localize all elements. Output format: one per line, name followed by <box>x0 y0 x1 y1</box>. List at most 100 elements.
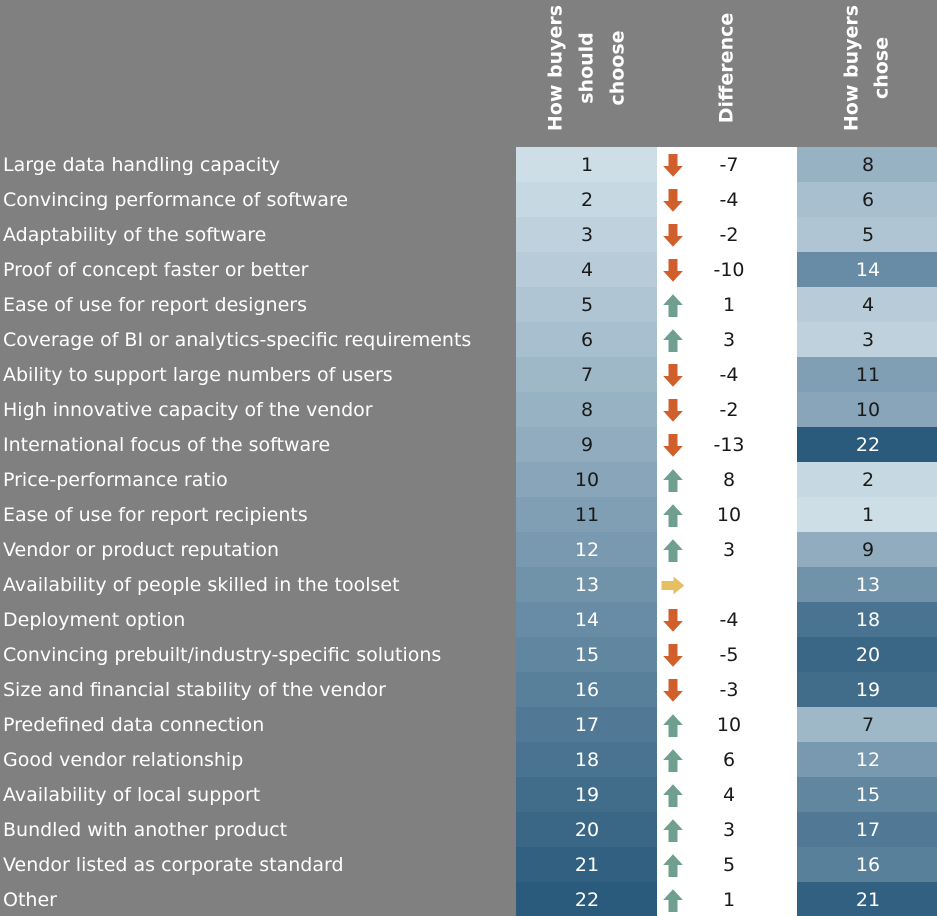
column-header: How buyers <box>841 5 863 131</box>
rank-value: 19 <box>856 679 880 701</box>
difference-value: 5 <box>723 854 735 876</box>
row-label: Price-performance ratio <box>3 469 228 491</box>
column-header: choose <box>607 30 629 105</box>
rank-value: 11 <box>856 364 880 386</box>
rank-cell <box>516 427 657 462</box>
difference-arrow <box>660 292 686 318</box>
row-label: Predefined data connection <box>3 714 264 736</box>
row-label: Vendor listed as corporate standard <box>3 854 344 876</box>
rank-value: 1 <box>581 154 593 176</box>
row-label: Bundled with another product <box>3 819 287 841</box>
row-label: Other <box>3 889 57 911</box>
rank-cell <box>516 777 657 812</box>
rank-cell <box>516 637 657 672</box>
rank-cell <box>516 252 657 287</box>
difference-value: -10 <box>713 259 744 281</box>
difference-arrow <box>660 678 686 704</box>
rank-cell <box>797 462 937 497</box>
row-label: Ease of use for report recipients <box>3 504 308 526</box>
rank-cell <box>797 847 937 882</box>
rank-value: 18 <box>856 609 880 631</box>
row-label: International focus of the software <box>3 434 330 456</box>
difference-value: -13 <box>713 434 744 456</box>
rank-cell <box>797 322 937 357</box>
row-label: Good vendor relationship <box>3 749 243 771</box>
difference-arrow <box>660 327 686 353</box>
rank-cell <box>516 392 657 427</box>
rank-cell <box>797 357 937 392</box>
row-label: Availability of people skilled in the to… <box>3 574 400 596</box>
difference-arrow <box>660 502 686 528</box>
row-label: High innovative capacity of the vendor <box>3 399 373 421</box>
difference-arrow <box>660 852 686 878</box>
rank-value: 8 <box>862 154 874 176</box>
rank-value: 7 <box>862 714 874 736</box>
rank-cell <box>516 217 657 252</box>
rank-value: 6 <box>862 189 874 211</box>
difference-value: -4 <box>720 609 739 631</box>
rank-cell <box>516 462 657 497</box>
difference-arrow <box>660 433 686 459</box>
column-header: How buyers <box>545 5 567 131</box>
difference-value: 6 <box>723 749 735 771</box>
rank-cell <box>797 392 937 427</box>
rank-value: 3 <box>862 329 874 351</box>
rank-cell <box>516 497 657 532</box>
difference-value: -4 <box>720 364 739 386</box>
rank-cell <box>797 672 937 707</box>
rank-cell <box>797 532 937 567</box>
difference-value: -4 <box>720 189 739 211</box>
row-label: Ease of use for report designers <box>3 294 307 316</box>
column-header: chose <box>871 37 893 99</box>
row-label: Size and financial stability of the vend… <box>3 679 386 701</box>
rank-value: 10 <box>575 469 599 491</box>
difference-arrow <box>660 712 686 738</box>
rank-value: 4 <box>862 294 874 316</box>
difference-arrow <box>660 782 686 808</box>
rank-value: 18 <box>575 749 599 771</box>
difference-arrow <box>660 537 686 563</box>
rank-cell <box>797 147 937 182</box>
rank-value: 1 <box>862 504 874 526</box>
difference-value: 3 <box>723 819 735 841</box>
rank-value: 22 <box>856 434 880 456</box>
difference-arrow <box>660 153 686 179</box>
rank-value: 5 <box>862 224 874 246</box>
difference-value: -7 <box>720 154 739 176</box>
rank-cell <box>516 882 657 916</box>
difference-arrow <box>660 223 686 249</box>
difference-value: 8 <box>723 469 735 491</box>
difference-value: -3 <box>720 679 739 701</box>
rank-value: 21 <box>575 854 599 876</box>
rank-cell <box>516 567 657 602</box>
rank-value: 17 <box>856 819 880 841</box>
difference-arrow <box>660 398 686 424</box>
difference-arrow <box>660 467 686 493</box>
difference-value: 4 <box>723 784 735 806</box>
rank-cell <box>797 812 937 847</box>
difference-value: 10 <box>717 504 741 526</box>
rank-cell <box>797 182 937 217</box>
column-header: should <box>576 32 598 104</box>
rank-value: 19 <box>575 784 599 806</box>
rank-cell <box>516 602 657 637</box>
rank-value: 14 <box>575 609 599 631</box>
rank-cell <box>797 707 937 742</box>
difference-arrow <box>660 747 686 773</box>
row-label: Availability of local support <box>3 784 260 806</box>
rank-cell <box>516 847 657 882</box>
rank-value: 21 <box>856 889 880 911</box>
rank-cell <box>797 882 937 916</box>
rank-value: 13 <box>575 574 599 596</box>
rank-value: 20 <box>575 819 599 841</box>
rank-value: 12 <box>856 749 880 771</box>
rank-cell <box>516 742 657 777</box>
rank-value: 7 <box>581 364 593 386</box>
rank-value: 10 <box>856 399 880 421</box>
row-label: Convincing performance of software <box>3 189 348 211</box>
rank-cell <box>516 707 657 742</box>
rank-value: 15 <box>856 784 880 806</box>
difference-arrow <box>660 887 686 913</box>
rank-value: 16 <box>575 679 599 701</box>
